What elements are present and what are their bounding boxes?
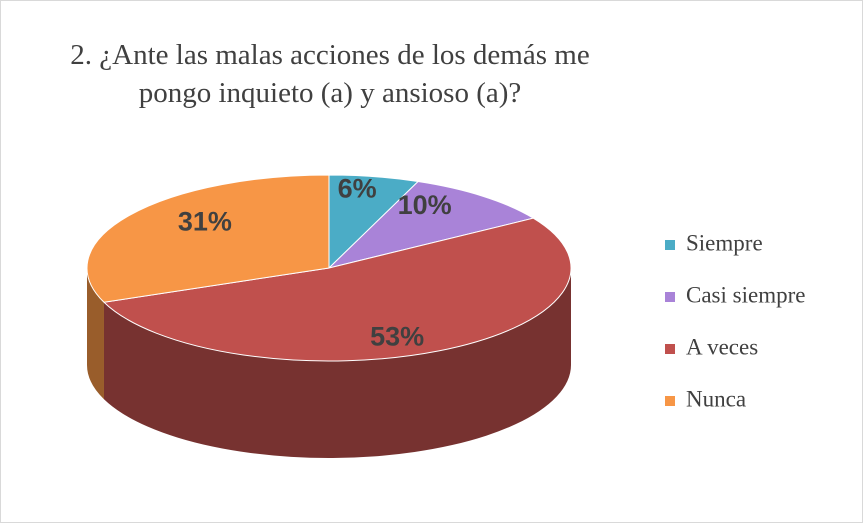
pie-slice xyxy=(102,217,572,458)
legend-swatch xyxy=(665,396,675,406)
legend-swatch xyxy=(665,292,675,302)
data-label: 53% xyxy=(370,322,424,352)
legend-label: Nunca xyxy=(686,386,746,411)
data-label: 10% xyxy=(398,190,452,220)
legend-label: Siempre xyxy=(686,230,763,255)
data-label: 31% xyxy=(178,207,232,237)
slice-top xyxy=(327,180,535,269)
legend-swatch xyxy=(665,344,675,354)
legend-label: A veces xyxy=(686,334,758,359)
data-label: 6% xyxy=(338,173,377,203)
pie-slice xyxy=(86,174,330,400)
slice-side xyxy=(87,268,104,400)
legend-label: Casi siempre xyxy=(686,282,805,307)
slice-top xyxy=(86,174,330,303)
pie-slice xyxy=(327,180,535,269)
slice-side xyxy=(103,268,572,458)
chart-title: 2. ¿Ante las malas acciones de los demás… xyxy=(70,39,590,109)
legend-swatch xyxy=(665,240,675,250)
slice-top xyxy=(102,217,572,362)
